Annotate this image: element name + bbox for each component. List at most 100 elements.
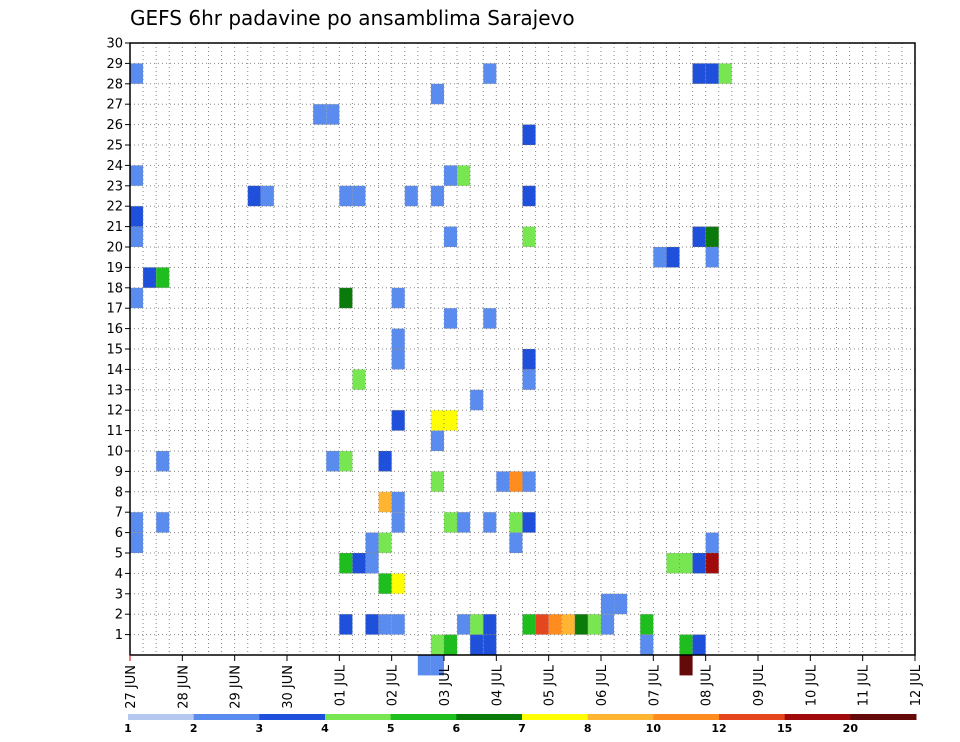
y-axis: 1234567891011121314151617181920212223242… — [106, 37, 130, 643]
precip-cell — [470, 389, 484, 411]
y-tick-label: 4 — [115, 567, 123, 582]
precip-cell — [614, 593, 628, 615]
precip-cell — [156, 512, 170, 533]
precip-cell — [326, 451, 340, 472]
y-tick-label: 6 — [115, 526, 123, 541]
precip-cell — [143, 267, 157, 288]
precip-cell — [378, 573, 392, 594]
precip-cell — [640, 614, 654, 635]
y-tick-label: 27 — [106, 98, 123, 113]
x-tick-label: 02 JUL — [386, 664, 401, 706]
precip-cell — [430, 83, 444, 105]
precip-cell — [496, 471, 510, 492]
precip-cell — [313, 104, 327, 125]
y-tick-label: 18 — [106, 281, 123, 296]
colorbar: 1 2 3 4 5 6 7 8 10 12 15 20 — [124, 714, 917, 735]
x-tick-label: 11 JUL — [857, 664, 872, 706]
y-tick-label: 21 — [106, 220, 123, 235]
precip-cell — [339, 451, 353, 472]
x-tick-label: 30 JUN — [281, 665, 296, 709]
x-tick-label: 27 JUN — [124, 665, 139, 709]
precip-cell — [522, 226, 536, 247]
precip-cell — [666, 247, 680, 268]
precip-cell — [430, 471, 444, 492]
precip-cell — [522, 124, 536, 145]
precip-cell — [378, 451, 392, 472]
precip-cell — [365, 532, 379, 553]
precip-cell — [522, 614, 536, 635]
precip-cell — [130, 206, 144, 227]
x-tick-label: 29 JUN — [229, 665, 244, 709]
y-tick-label: 26 — [106, 118, 123, 133]
colorbar-swatch — [653, 714, 720, 720]
precip-cell — [130, 63, 144, 84]
precip-cell — [705, 553, 719, 574]
y-tick-label: 10 — [106, 445, 123, 460]
precip-cell — [692, 226, 706, 247]
y-tick-label: 9 — [115, 465, 123, 480]
precip-cell — [326, 104, 340, 125]
y-tick-label: 3 — [115, 587, 123, 602]
x-tick-label: 09 JUL — [752, 664, 767, 706]
chart-title: GEFS 6hr padavine po ansamblima Sarajevo — [130, 6, 575, 30]
colorbar-swatch — [850, 714, 917, 720]
precip-cell — [130, 512, 144, 533]
precip-cell — [444, 410, 458, 431]
x-tick-label: 07 JUL — [647, 664, 662, 706]
y-tick-label: 25 — [106, 139, 123, 154]
y-tick-label: 12 — [106, 404, 123, 419]
precip-cell — [457, 512, 471, 533]
colorbar-swatch — [456, 714, 523, 720]
precip-cell — [352, 185, 366, 207]
precip-cell — [587, 614, 601, 635]
precip-cell — [705, 226, 719, 247]
precip-cell — [679, 634, 693, 655]
colorbar-label: 1 — [124, 722, 132, 735]
colorbar-label: 2 — [190, 722, 198, 735]
x-tick-label: 06 JUL — [595, 664, 610, 706]
precip-cell — [548, 614, 562, 635]
x-tick-label: 12 JUL — [909, 664, 924, 706]
precip-cell — [444, 512, 458, 533]
x-tick-label: 05 JUL — [543, 664, 558, 706]
y-tick-label: 20 — [106, 241, 123, 256]
colorbar-swatch — [522, 714, 589, 720]
precip-cell — [430, 634, 444, 655]
precip-cell — [601, 593, 615, 615]
y-tick-label: 24 — [106, 159, 123, 174]
colorbar-label: 10 — [646, 722, 662, 735]
precip-cell — [522, 471, 536, 492]
y-tick-label: 13 — [106, 383, 123, 398]
colorbar-swatch — [719, 714, 786, 720]
precip-cell — [430, 410, 444, 431]
precip-cell — [391, 512, 405, 533]
y-tick-label: 28 — [106, 77, 123, 92]
precip-cell — [130, 532, 144, 553]
precip-cell — [692, 63, 706, 84]
colorbar-label: 4 — [321, 722, 329, 735]
precip-cell — [352, 553, 366, 574]
precip-cell — [692, 634, 706, 655]
colorbar-label: 20 — [843, 722, 859, 735]
precip-cell — [640, 634, 654, 655]
y-tick-label: 7 — [115, 506, 123, 521]
precip-cell — [522, 185, 536, 207]
x-tick-label: 04 JUL — [490, 664, 505, 706]
precip-cell — [522, 369, 536, 390]
precip-cell — [130, 165, 144, 186]
precip-cell — [378, 491, 392, 513]
y-tick-label: 5 — [115, 547, 123, 562]
x-tick-label: 10 JUL — [804, 664, 819, 706]
precip-cell — [260, 185, 274, 207]
precip-cell — [430, 655, 444, 676]
y-tick-label: 19 — [106, 261, 123, 276]
x-axis: 27 JUN 28 JUN 29 JUN 30 JUN 01 JUL 02 JUL 03 J… — [124, 655, 924, 709]
precip-cell — [483, 614, 497, 635]
colorbar-swatch — [193, 714, 260, 720]
y-tick-label: 11 — [106, 424, 123, 439]
precip-cell — [378, 532, 392, 553]
precip-cell — [391, 287, 405, 309]
precip-cell — [391, 349, 405, 370]
precip-cell — [339, 614, 353, 635]
